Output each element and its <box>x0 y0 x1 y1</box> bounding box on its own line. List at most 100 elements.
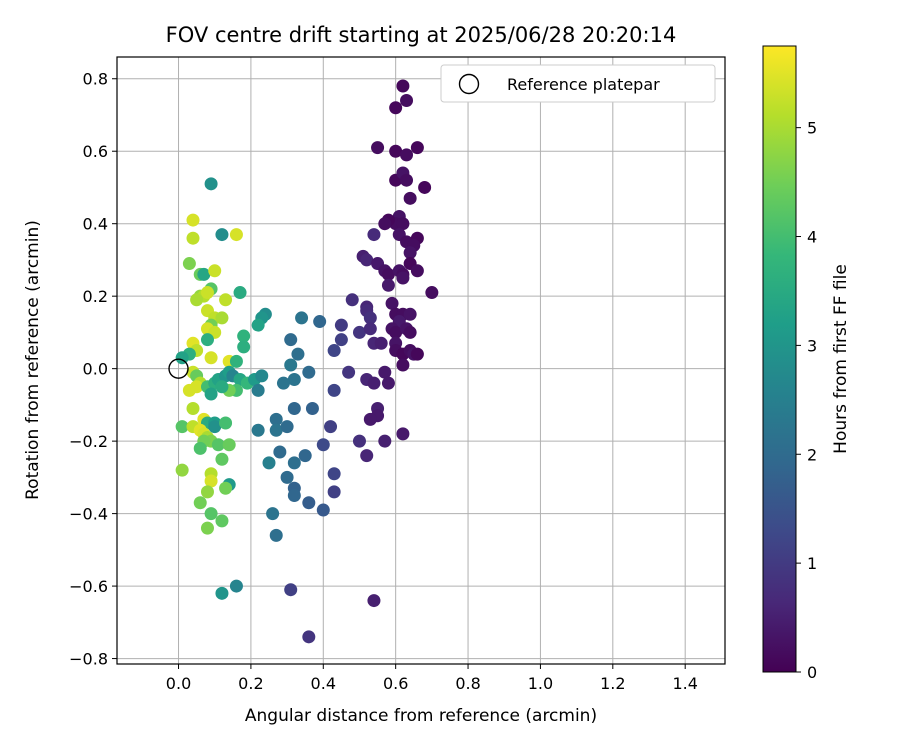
scatter-point <box>403 246 417 260</box>
legend-reference-label: Reference platepar <box>507 75 660 94</box>
scatter-point <box>269 412 283 426</box>
scatter-point <box>403 325 417 339</box>
scatter-point <box>302 496 316 510</box>
scatter-point <box>237 329 251 343</box>
scatter-point <box>410 347 424 361</box>
scatter-point <box>287 488 301 502</box>
y-tick-label: −0.8 <box>69 650 108 669</box>
scatter-point <box>327 485 341 499</box>
scatter-point <box>204 177 218 191</box>
scatter-point <box>291 347 305 361</box>
chart-title: FOV centre drift starting at 2025/06/28 … <box>166 23 677 47</box>
scatter-point <box>200 485 214 499</box>
legend: Reference platepar <box>440 64 716 103</box>
scatter-point <box>400 173 414 187</box>
y-tick-label: 0.4 <box>83 215 108 234</box>
scatter-point <box>215 452 229 466</box>
scatter-point <box>403 307 417 321</box>
scatter-point <box>295 311 309 325</box>
scatter-point <box>204 351 218 365</box>
reference-platepar-point <box>168 358 189 379</box>
scatter-point <box>276 376 290 390</box>
scatter-points <box>175 79 439 644</box>
plot-area-frame <box>116 56 726 665</box>
colorbar-tick-label: 1 <box>807 554 817 573</box>
scatter-point <box>280 420 294 434</box>
scatter-point <box>425 286 439 300</box>
y-tick-label: 0.0 <box>83 360 108 379</box>
scatter-point <box>403 191 417 205</box>
scatter-point <box>215 228 229 242</box>
scatter-point <box>418 180 432 194</box>
x-axis-title: Angular distance from reference (arcmin) <box>245 706 597 726</box>
scatter-point <box>284 583 298 597</box>
scatter-point <box>182 257 196 271</box>
colorbar-ticks: 0 1 2 3 4 5 <box>796 119 817 682</box>
scatter-point <box>396 427 410 441</box>
scatter-point <box>186 402 200 416</box>
scatter-point <box>287 373 301 387</box>
scatter-point <box>200 521 214 535</box>
y-tick-label: −0.6 <box>69 577 108 596</box>
scatter-point <box>389 144 403 158</box>
scatter-point <box>233 286 247 300</box>
scatter-point <box>396 217 410 231</box>
scatter-point <box>204 474 218 488</box>
colorbar-tick-label: 0 <box>807 663 817 682</box>
scatter-point <box>219 416 233 430</box>
scatter-point <box>316 503 330 517</box>
scatter-point <box>342 365 356 379</box>
legend-reference-marker <box>458 73 480 95</box>
y-tick-label: −0.2 <box>69 432 108 451</box>
scatter-point <box>284 333 298 347</box>
scatter-point <box>345 293 359 307</box>
scatter-point <box>287 402 301 416</box>
x-tick-label: 0.8 <box>455 674 480 693</box>
scatter-point <box>266 507 280 521</box>
y-axis-title: Rotation from reference (arcmin) <box>23 220 43 500</box>
scatter-point <box>327 467 341 481</box>
scatter-point <box>367 376 381 390</box>
scatter-point <box>400 93 414 107</box>
scatter-point <box>316 438 330 452</box>
scatter-point <box>269 423 283 437</box>
x-tick-label: 1.0 <box>528 674 553 693</box>
scatter-point <box>313 315 327 329</box>
scatter-point <box>204 507 218 521</box>
scatter-point <box>367 228 381 242</box>
scatter-point <box>305 402 319 416</box>
scatter-point <box>389 101 403 115</box>
y-axis-ticks: −0.8 −0.6 −0.4 −0.2 0.0 0.2 0.4 0.6 0.8 <box>69 70 117 669</box>
scatter-point <box>381 267 395 281</box>
y-tick-label: −0.4 <box>69 505 108 524</box>
scatter-point <box>193 441 207 455</box>
y-tick-label: 0.2 <box>83 287 108 306</box>
scatter-point <box>410 141 424 155</box>
x-tick-label: 1.2 <box>600 674 625 693</box>
colorbar-tick-label: 4 <box>807 228 817 247</box>
scatter-point <box>251 383 265 397</box>
scatter-point <box>327 383 341 397</box>
grid-lines <box>117 57 725 664</box>
x-tick-label: 0.2 <box>238 674 263 693</box>
scatter-point <box>229 579 243 593</box>
scatter-point <box>273 445 287 459</box>
x-tick-label: 0.0 <box>166 674 191 693</box>
scatter-point <box>374 336 388 350</box>
scatter-point <box>269 528 283 542</box>
scatter-point <box>208 264 222 278</box>
scatter-point <box>381 376 395 390</box>
scatter-point <box>193 496 207 510</box>
scatter-point <box>182 383 196 397</box>
scatter-point <box>410 264 424 278</box>
scatter-point <box>298 449 312 463</box>
scatter-point <box>396 79 410 93</box>
scatter-point <box>396 358 410 372</box>
scatter-point <box>371 141 385 155</box>
x-axis-ticks: 0.0 0.2 0.4 0.6 0.8 1.0 1.2 1.4 <box>166 664 698 693</box>
colorbar <box>762 45 797 673</box>
scatter-point <box>280 470 294 484</box>
colorbar-tick-label: 3 <box>807 336 817 355</box>
